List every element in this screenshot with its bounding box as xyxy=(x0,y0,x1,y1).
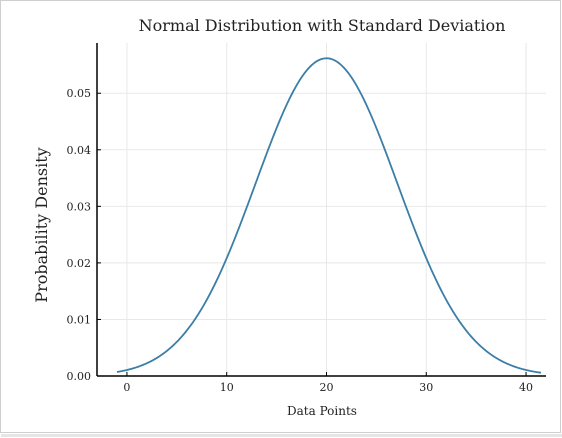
y-tick-label: 0.04 xyxy=(67,144,92,157)
x-tick-label: 10 xyxy=(220,381,234,394)
y-tick-label: 0.02 xyxy=(67,257,92,270)
grid-layer xyxy=(97,43,546,377)
series-layer xyxy=(116,57,542,374)
chart-title: Normal Distribution with Standard Deviat… xyxy=(139,16,506,35)
x-tick-label: 40 xyxy=(519,381,533,394)
x-tick-label: 30 xyxy=(419,381,433,394)
y-tick-label: 0.01 xyxy=(67,313,92,326)
y-tick-label: 0.00 xyxy=(67,370,92,383)
ticks-layer: 0 10 20 30 40 0.00 0.01 0.02 0.03 0.04 0.05 xyxy=(67,87,534,394)
y-tick-label: 0.03 xyxy=(67,200,92,213)
y-tick-label: 0.05 xyxy=(67,87,92,100)
y-axis-label: Probability Density xyxy=(32,147,51,302)
axes-layer xyxy=(96,43,546,377)
density-curve xyxy=(116,57,542,374)
x-axis-label: Data Points xyxy=(287,404,357,418)
x-tick-label: 20 xyxy=(319,381,333,394)
x-tick-label: 0 xyxy=(123,381,130,394)
